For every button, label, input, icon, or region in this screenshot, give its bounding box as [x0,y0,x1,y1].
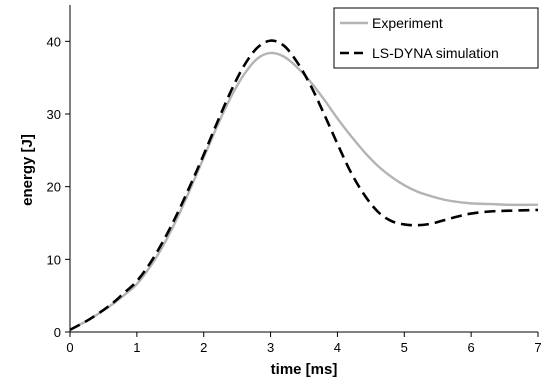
chart-axes [69,5,538,333]
chart-ticks: 0 1 2 3 4 5 6 7 0 10 20 30 40 [47,34,542,355]
x-tick-label: 5 [401,340,408,355]
x-tick-label: 0 [66,340,73,355]
y-tick-label: 30 [47,107,61,122]
x-tick-label: 6 [468,340,475,355]
x-tick-label: 1 [133,340,140,355]
x-axis-title: time [ms] [271,361,338,378]
legend-label-simulation: LS-DYNA simulation [372,45,499,61]
y-tick-label: 10 [47,252,61,267]
legend-label-experiment: Experiment [372,15,443,31]
legend-box [333,7,539,69]
y-tick-label: 20 [47,180,61,195]
series-line-simulation [69,39,539,331]
x-tick-label: 4 [334,340,341,355]
x-tick-label: 3 [267,340,274,355]
series-line-experiment [69,51,539,331]
x-tick-label: 2 [200,340,207,355]
legend: Experiment LS-DYNA simulation [333,7,539,69]
y-tick-label: 40 [47,34,61,49]
chart-series [69,39,539,331]
y-tick-label: 0 [54,325,61,340]
y-axis-title: energy [J] [19,134,36,206]
x-tick-label: 7 [534,340,541,355]
